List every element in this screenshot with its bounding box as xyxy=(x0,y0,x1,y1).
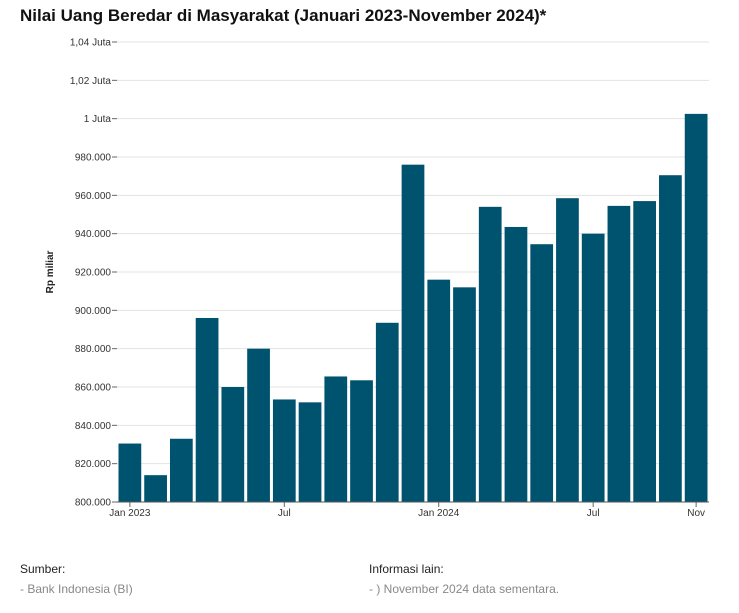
bar xyxy=(504,226,528,503)
bar xyxy=(324,376,348,502)
y-tick-label: 980.000 xyxy=(75,153,112,164)
chart-title: Nilai Uang Beredar di Masyarakat (Januar… xyxy=(20,6,547,25)
bar xyxy=(478,206,502,503)
info-item: - ) November 2024 data sementara. xyxy=(369,582,560,596)
bar xyxy=(581,233,605,502)
y-tick-label: 880.000 xyxy=(75,344,112,355)
bar xyxy=(272,399,296,502)
bar xyxy=(350,380,373,502)
bar xyxy=(298,402,322,502)
y-tick-label: 820.000 xyxy=(75,459,112,470)
source-block: Sumber: - Bank Indonesia (BI) xyxy=(20,562,133,596)
y-tick-label: 800.000 xyxy=(75,498,112,509)
info-block: Informasi lain: - ) November 2024 data s… xyxy=(369,562,559,596)
bar xyxy=(427,279,451,502)
bar xyxy=(684,113,708,502)
y-axis-label: Rp miliar xyxy=(45,251,56,294)
source-heading: Sumber: xyxy=(20,562,66,576)
bar-chart: 800.000 820.000 840.000 860.000 880.000 900.0… xyxy=(45,38,709,519)
y-tick-label: 920.000 xyxy=(75,268,112,279)
bar xyxy=(659,175,682,503)
y-tick-label: 840.000 xyxy=(75,421,112,432)
bar xyxy=(607,205,631,502)
x-tick-label: Jan 2024 xyxy=(418,508,460,519)
bar xyxy=(144,475,167,502)
bar xyxy=(247,348,270,502)
y-tick-label: 1,02 Juta xyxy=(70,76,112,87)
bar xyxy=(375,322,399,502)
bar xyxy=(169,438,193,502)
bar xyxy=(453,287,476,502)
bar xyxy=(221,387,245,502)
x-tick-label: Nov xyxy=(687,508,705,519)
bar xyxy=(530,244,554,503)
bar xyxy=(556,198,579,503)
axes: 800.000 820.000 840.000 860.000 880.000 900.0… xyxy=(70,38,709,519)
bar xyxy=(401,164,425,502)
source-item: - Bank Indonesia (BI) xyxy=(20,582,133,596)
bars xyxy=(118,113,708,503)
x-tick-label: Jul xyxy=(587,508,600,519)
bar xyxy=(118,443,142,502)
y-tick-label: 940.000 xyxy=(75,229,112,240)
y-tick-label: 1,04 Juta xyxy=(70,38,112,49)
info-heading: Informasi lain: xyxy=(369,562,444,576)
y-tick-label: 960.000 xyxy=(75,191,112,202)
x-tick-label: Jul xyxy=(278,508,291,519)
x-tick-label: Jan 2023 xyxy=(109,508,151,519)
bar xyxy=(633,201,657,503)
y-tick-label: 860.000 xyxy=(75,383,112,394)
bar xyxy=(195,318,219,502)
y-tick-label: 1 Juta xyxy=(84,114,112,125)
y-tick-label: 900.000 xyxy=(75,306,112,317)
